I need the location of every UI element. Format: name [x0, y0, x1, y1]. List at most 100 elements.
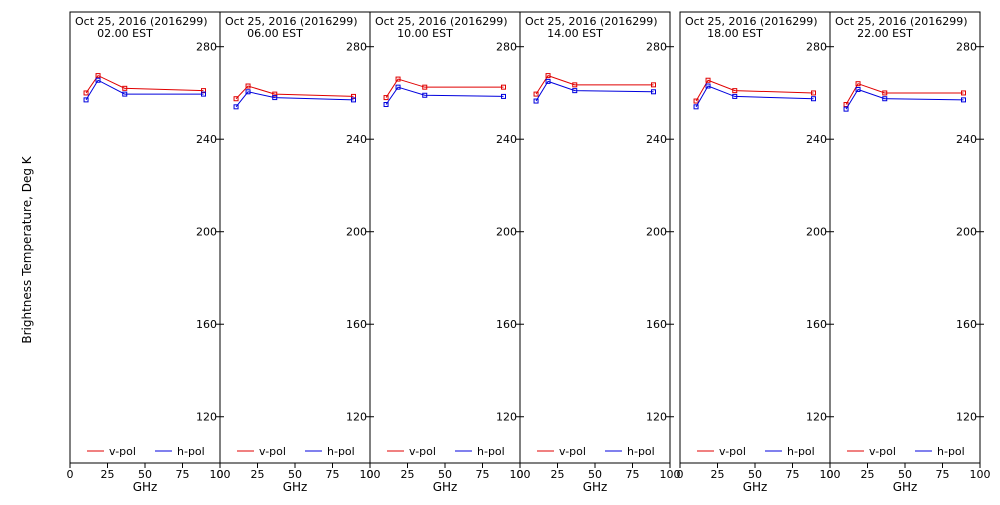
data-point-v-pol: [233, 96, 239, 102]
data-point-v-pol: [422, 84, 428, 90]
series-line-v-pol: [235, 85, 354, 100]
data-point-v-pol: [843, 102, 849, 108]
x-tick-label: 50: [898, 468, 912, 481]
x-tick-label: 0: [367, 468, 374, 481]
legend-label-v-pol: v-pol: [259, 445, 286, 458]
y-tick-label: 120: [646, 411, 667, 424]
panel-title-time: 06.00 EST: [247, 27, 303, 40]
data-point-h-pol: [651, 89, 656, 95]
chart-panel-5: Oct 25, 2016 (2016299)18.00 EST 120 160 200…: [677, 11, 841, 494]
panel-title-date: Oct 25, 2016 (2016299): [835, 15, 968, 28]
x-tick-label: 50: [588, 468, 602, 481]
data-point-v-pol: [83, 90, 89, 96]
y-tick-label: 280: [956, 41, 977, 54]
y-tick-label: 240: [646, 133, 667, 146]
x-tick-label: 50: [748, 468, 762, 481]
series-line-h-pol: [235, 91, 354, 108]
x-tick-label: 0: [517, 468, 524, 481]
data-point-h-pol: [705, 83, 711, 89]
x-tick-label: 25: [251, 468, 265, 481]
panel-title-date: Oct 25, 2016 (2016299): [225, 15, 358, 28]
x-tick-label: 75: [786, 468, 800, 481]
data-point-v-pol: [545, 73, 551, 79]
data-point-v-pol: [732, 88, 738, 94]
x-axis-title: GHz: [743, 480, 768, 494]
data-point-v-pol: [201, 88, 206, 94]
chart-panel-3: Oct 25, 2016 (2016299)10.00 EST 120 160 200…: [367, 11, 531, 494]
data-point-h-pol: [122, 91, 128, 97]
data-point-h-pol: [233, 104, 239, 110]
panel-title-time: 10.00 EST: [397, 27, 453, 40]
y-tick-label: 160: [496, 318, 517, 331]
legend-label-v-pol: v-pol: [869, 445, 896, 458]
data-point-h-pol: [572, 88, 578, 94]
data-point-v-pol: [122, 85, 128, 91]
legend-label-v-pol: v-pol: [409, 445, 436, 458]
legend-label-h-pol: h-pol: [327, 445, 355, 458]
data-point-h-pol: [811, 96, 816, 102]
data-point-v-pol: [705, 77, 711, 83]
panel-title-time: 02.00 EST: [97, 27, 153, 40]
data-point-h-pol: [95, 77, 101, 83]
data-point-v-pol: [245, 83, 251, 89]
x-tick-label: 25: [711, 468, 725, 481]
panel-title-date: Oct 25, 2016 (2016299): [685, 15, 818, 28]
series-line-h-pol: [535, 80, 654, 102]
data-point-h-pol: [882, 96, 888, 102]
data-point-h-pol: [545, 78, 551, 84]
x-tick-label: 100: [210, 468, 231, 481]
data-point-h-pol: [693, 104, 699, 110]
series-line-h-pol: [85, 79, 204, 101]
x-tick-label: 25: [551, 468, 565, 481]
data-point-v-pol: [651, 82, 656, 88]
series-line-h-pol: [845, 88, 964, 110]
data-point-h-pol: [395, 84, 401, 90]
data-point-h-pol: [245, 89, 251, 95]
data-point-h-pol: [501, 93, 506, 99]
data-point-v-pol: [501, 84, 506, 90]
x-tick-label: 25: [401, 468, 415, 481]
y-tick-label: 280: [196, 41, 217, 54]
y-tick-label: 120: [806, 411, 827, 424]
x-axis-title: GHz: [283, 480, 308, 494]
x-tick-label: 0: [677, 468, 684, 481]
panel-title-date: Oct 25, 2016 (2016299): [375, 15, 508, 28]
data-point-h-pol: [83, 97, 89, 103]
x-axis-title: GHz: [583, 480, 608, 494]
y-tick-label: 240: [956, 133, 977, 146]
legend-label-h-pol: h-pol: [937, 445, 965, 458]
panel-title-date: Oct 25, 2016 (2016299): [75, 15, 208, 28]
x-tick-label: 100: [660, 468, 681, 481]
data-point-v-pol: [811, 90, 816, 96]
data-point-h-pol: [351, 97, 356, 103]
x-axis-title: GHz: [893, 480, 918, 494]
data-point-h-pol: [961, 97, 966, 103]
data-point-v-pol: [351, 93, 356, 99]
x-tick-label: 50: [438, 468, 452, 481]
y-tick-label: 280: [806, 41, 827, 54]
y-tick-label: 200: [196, 226, 217, 239]
y-tick-label: 240: [346, 133, 367, 146]
panel-title-time: 18.00 EST: [707, 27, 763, 40]
x-tick-label: 75: [326, 468, 340, 481]
data-point-h-pol: [201, 91, 206, 97]
data-point-h-pol: [843, 106, 849, 112]
legend-label-h-pol: h-pol: [477, 445, 505, 458]
chart-panel-6: Oct 25, 2016 (2016299)22.00 EST 120 160 200…: [827, 11, 991, 494]
x-tick-label: 50: [288, 468, 302, 481]
series-line-v-pol: [385, 78, 504, 98]
legend-label-v-pol: v-pol: [719, 445, 746, 458]
data-point-h-pol: [855, 86, 861, 92]
series-line-h-pol: [695, 85, 814, 108]
y-tick-label: 160: [956, 318, 977, 331]
x-tick-label: 75: [626, 468, 640, 481]
data-point-h-pol: [422, 92, 428, 98]
chart-panel-2: Oct 25, 2016 (2016299)06.00 EST 120 160 200…: [217, 11, 381, 494]
x-tick-label: 100: [820, 468, 841, 481]
y-tick-label: 280: [496, 41, 517, 54]
panel-title-date: Oct 25, 2016 (2016299): [525, 15, 658, 28]
data-point-h-pol: [272, 95, 278, 101]
data-point-v-pol: [272, 91, 278, 97]
y-tick-label: 200: [956, 226, 977, 239]
y-tick-label: 240: [806, 133, 827, 146]
